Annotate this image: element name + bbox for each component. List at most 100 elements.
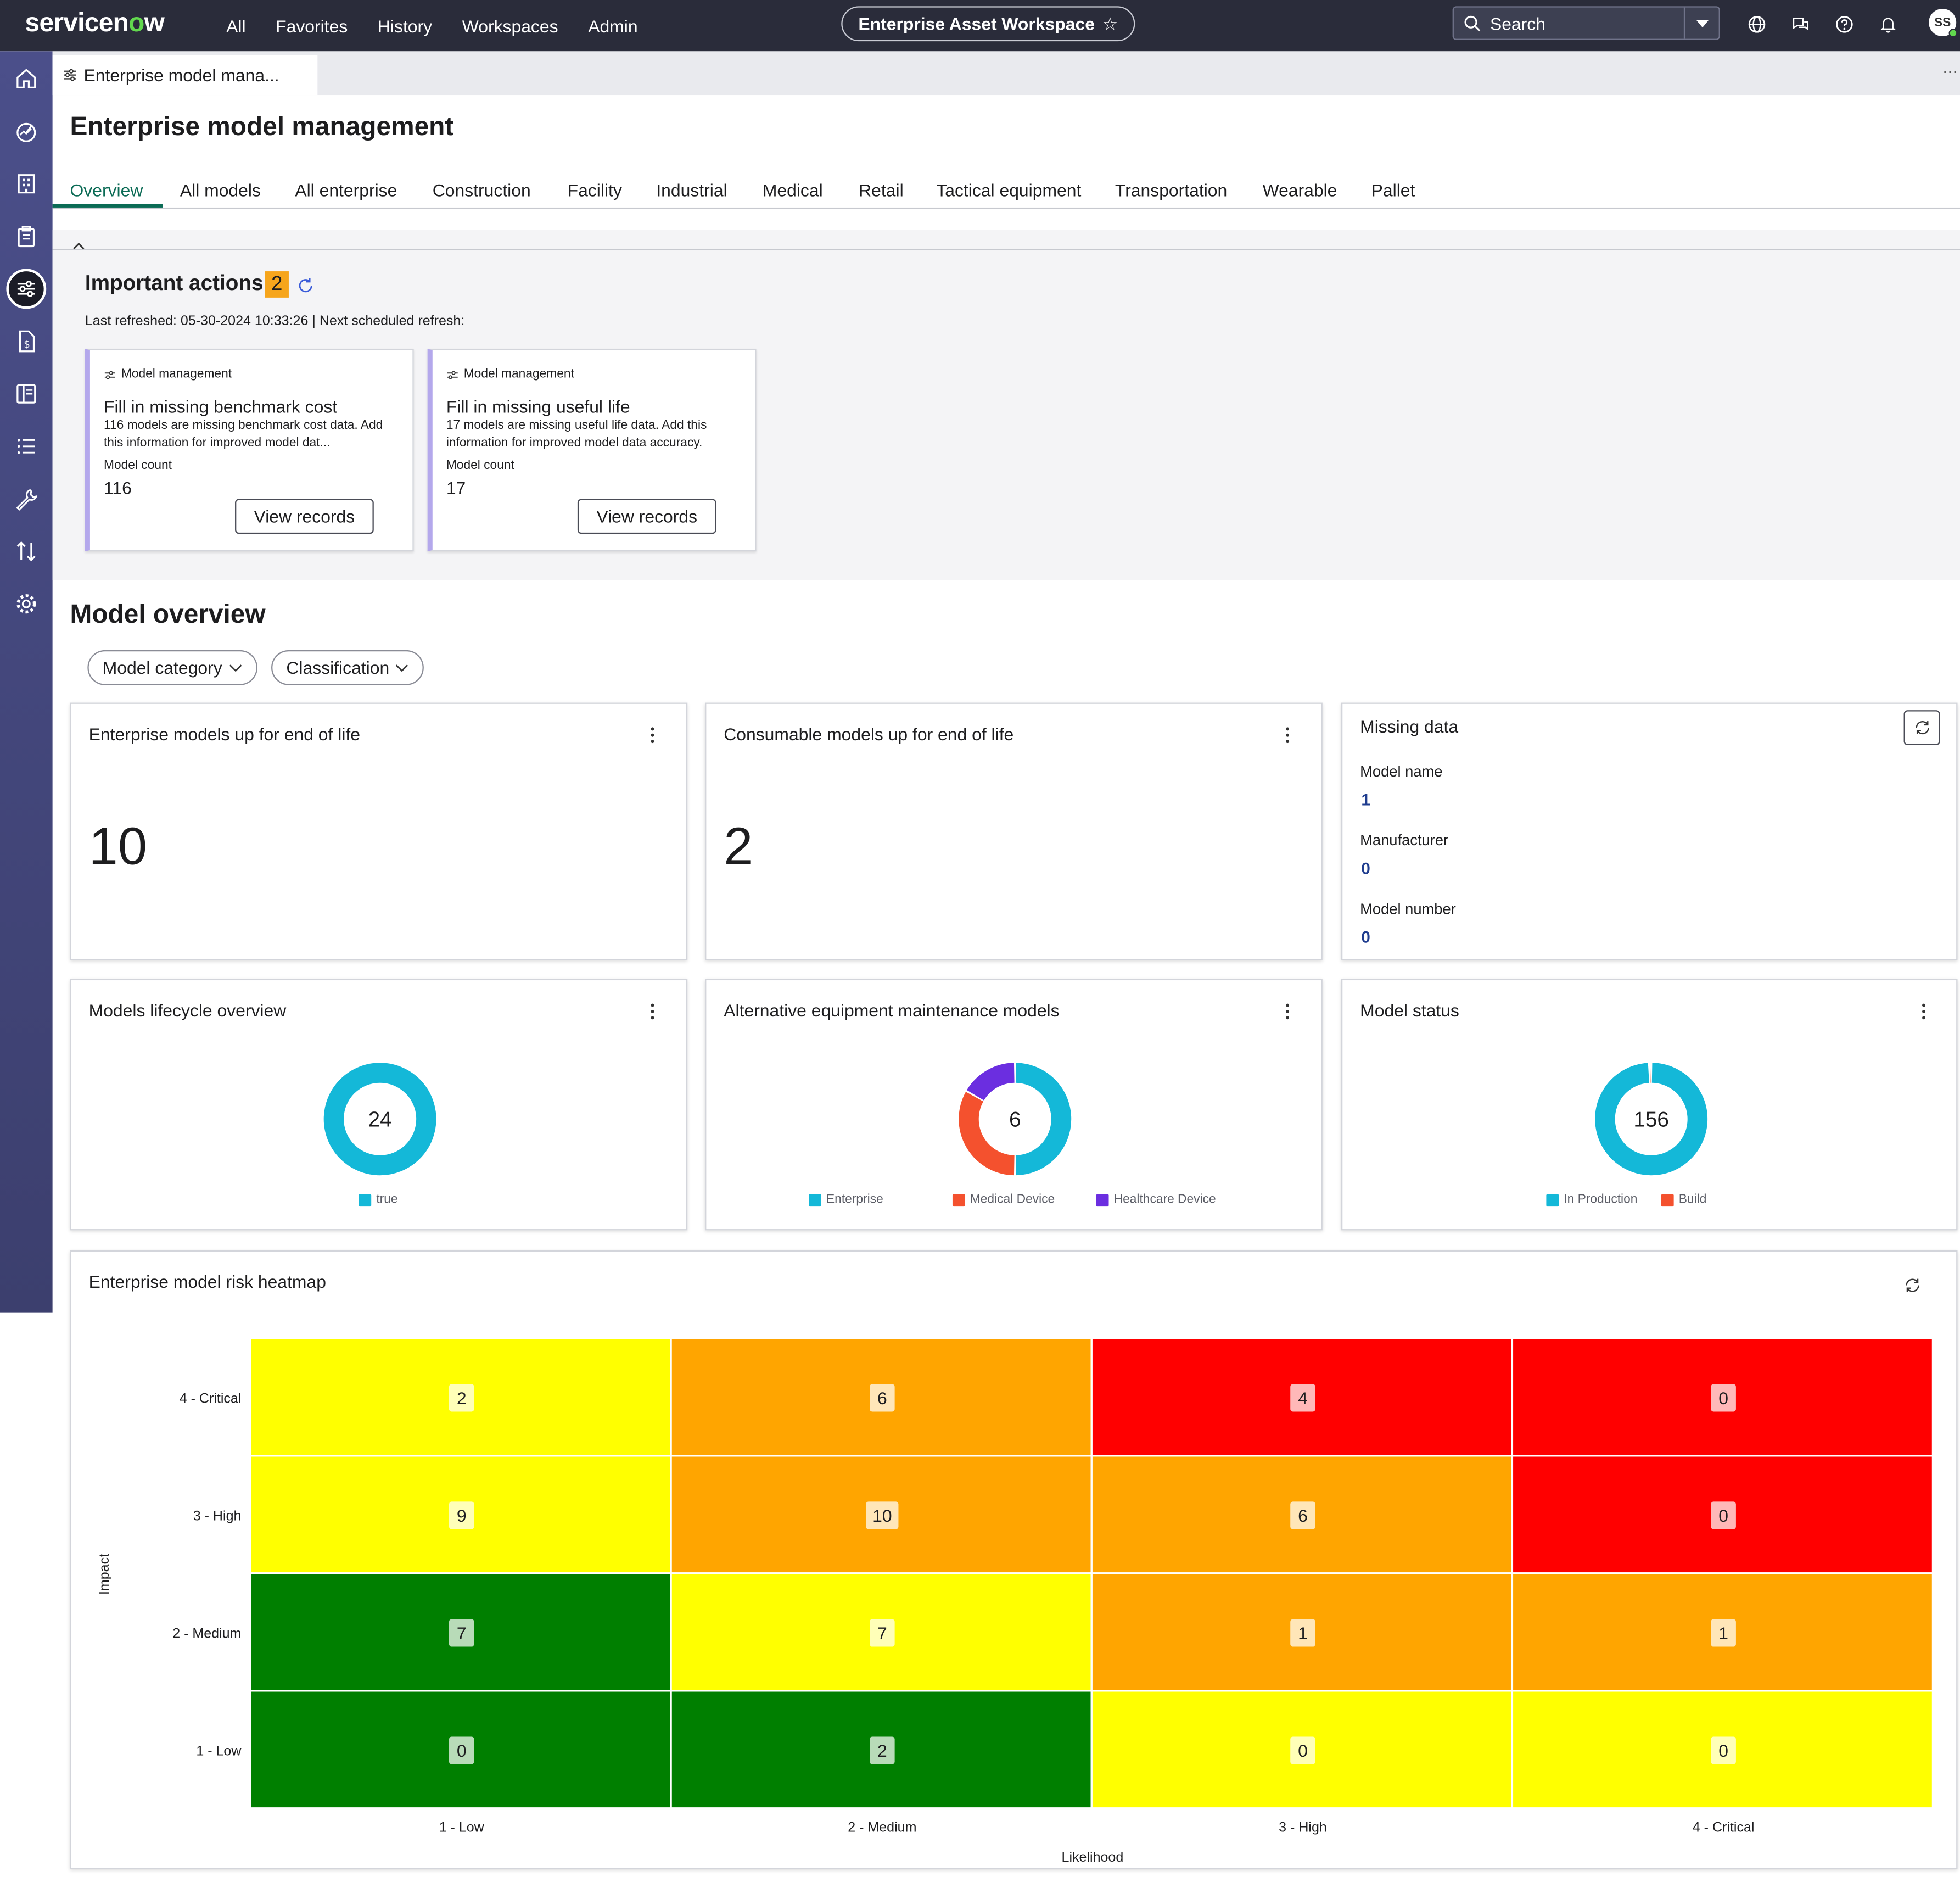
tab-facility[interactable]: Facility (567, 180, 622, 200)
donut-slice-healthcare-device[interactable] (966, 1063, 1015, 1101)
card-count-label: Model count (103, 459, 172, 473)
donut-slice-true[interactable] (323, 1063, 436, 1176)
servicenow-logo[interactable]: servicenow (25, 8, 165, 38)
help-icon[interactable] (1833, 13, 1855, 35)
clipboard-icon[interactable] (13, 222, 40, 250)
legend-swatch (1096, 1193, 1109, 1206)
view-records-button[interactable]: View records (577, 499, 716, 534)
bell-icon[interactable] (1876, 13, 1899, 35)
consumable-eol-card: Consumable models up for end of life 2 (705, 702, 1323, 960)
legend-label: true (376, 1193, 398, 1207)
card-category-label: Model management (463, 367, 574, 382)
more-options-icon[interactable] (650, 727, 655, 744)
heatmap-value-badge (870, 1736, 895, 1764)
y-tick-label: 2 - Medium (172, 1626, 241, 1641)
tab-enterprise-model-management[interactable]: Enterprise model mana... (52, 55, 318, 96)
refresh-icon[interactable] (1904, 1277, 1922, 1294)
legend-item-true[interactable]: true (359, 1193, 398, 1207)
metric-value[interactable]: 10 (88, 816, 148, 875)
dashboard-icon[interactable] (13, 118, 40, 145)
tab-tactical-equipment[interactable]: Tactical equipment (936, 180, 1082, 200)
card-title: Alternative equipment maintenance models (724, 1000, 1060, 1020)
tab-medical[interactable]: Medical (762, 180, 823, 200)
nav-workspaces[interactable]: Workspaces (462, 15, 558, 36)
donut-slice-enterprise[interactable] (1015, 1063, 1072, 1176)
sliders-icon[interactable] (6, 269, 47, 309)
more-options-icon[interactable] (1921, 1003, 1926, 1020)
workspace-title-pill[interactable]: Enterprise Asset Workspace ☆ (841, 6, 1135, 42)
legend-item-medical-device[interactable]: Medical Device (952, 1193, 1055, 1206)
card-title: Enterprise model risk heatmap (88, 1271, 326, 1292)
lifecycle-donut-chart[interactable]: 24 (71, 980, 686, 1229)
model-category-filter[interactable]: Model category (87, 650, 257, 685)
nav-admin[interactable]: Admin (588, 15, 638, 36)
more-options-icon[interactable] (1285, 1003, 1290, 1020)
card-description: 17 models are missing useful life data. … (446, 418, 707, 450)
donut-total-label: 6 (1009, 1108, 1021, 1131)
heatmap-value-badge (1711, 1736, 1736, 1764)
sidebar-rail (0, 51, 53, 1313)
chevron-up-icon[interactable] (72, 240, 85, 253)
building-icon[interactable] (13, 170, 40, 198)
more-tabs-icon[interactable]: ··· (1942, 62, 1958, 80)
legend-item-build[interactable]: Build (1661, 1193, 1706, 1206)
search-input[interactable]: Search (1489, 13, 1545, 33)
tab-all-enterprise[interactable]: All enterprise (295, 180, 397, 200)
global-search[interactable]: Search (1452, 6, 1720, 40)
card-title: Models lifecycle overview (88, 1000, 287, 1020)
legend-label: Enterprise (826, 1193, 883, 1207)
user-avatar[interactable]: SS (1929, 8, 1958, 38)
metric-value[interactable]: 2 (724, 816, 753, 875)
transfer-icon[interactable] (13, 538, 40, 565)
donut-slice-medical-device[interactable] (959, 1092, 1015, 1176)
nav-favorites[interactable]: Favorites (276, 15, 348, 36)
tab-overview[interactable]: Overview (70, 180, 143, 200)
chat-icon[interactable] (1789, 13, 1811, 35)
alt-maintenance-donut-chart[interactable]: 6 (706, 980, 1321, 1229)
missing-model-number-value[interactable]: 0 (1361, 928, 1370, 947)
model-status-donut-chart[interactable]: 156 (1342, 980, 1956, 1229)
tab-all-models[interactable]: All models (180, 180, 261, 200)
home-icon[interactable] (13, 65, 40, 92)
gear-icon[interactable] (13, 590, 40, 618)
legend-swatch (1661, 1193, 1674, 1206)
wrench-icon[interactable] (13, 485, 40, 512)
missing-manufacturer-value[interactable]: 0 (1361, 859, 1370, 878)
tab-wearable[interactable]: Wearable (1262, 180, 1337, 200)
heatmap-value: 7 (457, 1623, 467, 1643)
invoice-icon[interactable]: $ (13, 328, 40, 355)
tab-retail[interactable]: Retail (859, 180, 904, 200)
view-records-button[interactable]: View records (235, 499, 374, 534)
tab-pallet[interactable]: Pallet (1371, 180, 1415, 200)
tab-industrial[interactable]: Industrial (656, 180, 727, 200)
donut-slice-in-production[interactable] (1595, 1063, 1708, 1176)
refresh-button[interactable] (1903, 710, 1940, 745)
caret-down-icon (1695, 19, 1709, 27)
x-tick-label: 2 - Medium (848, 1820, 916, 1835)
missing-model-name-value[interactable]: 1 (1361, 790, 1370, 809)
classification-filter[interactable]: Classification (271, 650, 424, 685)
chevron-down-icon (229, 664, 242, 672)
refresh-icon[interactable] (296, 276, 315, 295)
heatmap-value-badge (449, 1384, 474, 1412)
tab-transportation[interactable]: Transportation (1115, 180, 1228, 200)
legend-item-in-production[interactable]: In Production (1546, 1193, 1637, 1206)
missing-data-card: Missing data Model name 1 Manufacturer 0… (1341, 702, 1958, 960)
star-outline-icon[interactable]: ☆ (1102, 13, 1118, 33)
search-scope-dropdown[interactable] (1683, 7, 1719, 39)
more-options-icon[interactable] (650, 1003, 655, 1020)
globe-icon[interactable] (1745, 13, 1767, 35)
tab-construction[interactable]: Construction (432, 180, 531, 200)
catalog-icon[interactable] (13, 380, 40, 407)
nav-history[interactable]: History (377, 15, 433, 36)
more-options-icon[interactable] (1285, 727, 1290, 744)
legend-swatch (359, 1193, 372, 1206)
legend-swatch (952, 1193, 965, 1206)
legend-item-enterprise[interactable]: Enterprise (809, 1193, 883, 1206)
legend-item-healthcare-device[interactable]: Healthcare Device (1096, 1193, 1216, 1206)
list-icon[interactable] (13, 433, 40, 460)
heatmap-value: 7 (877, 1623, 887, 1643)
nav-all[interactable]: All (226, 15, 246, 36)
